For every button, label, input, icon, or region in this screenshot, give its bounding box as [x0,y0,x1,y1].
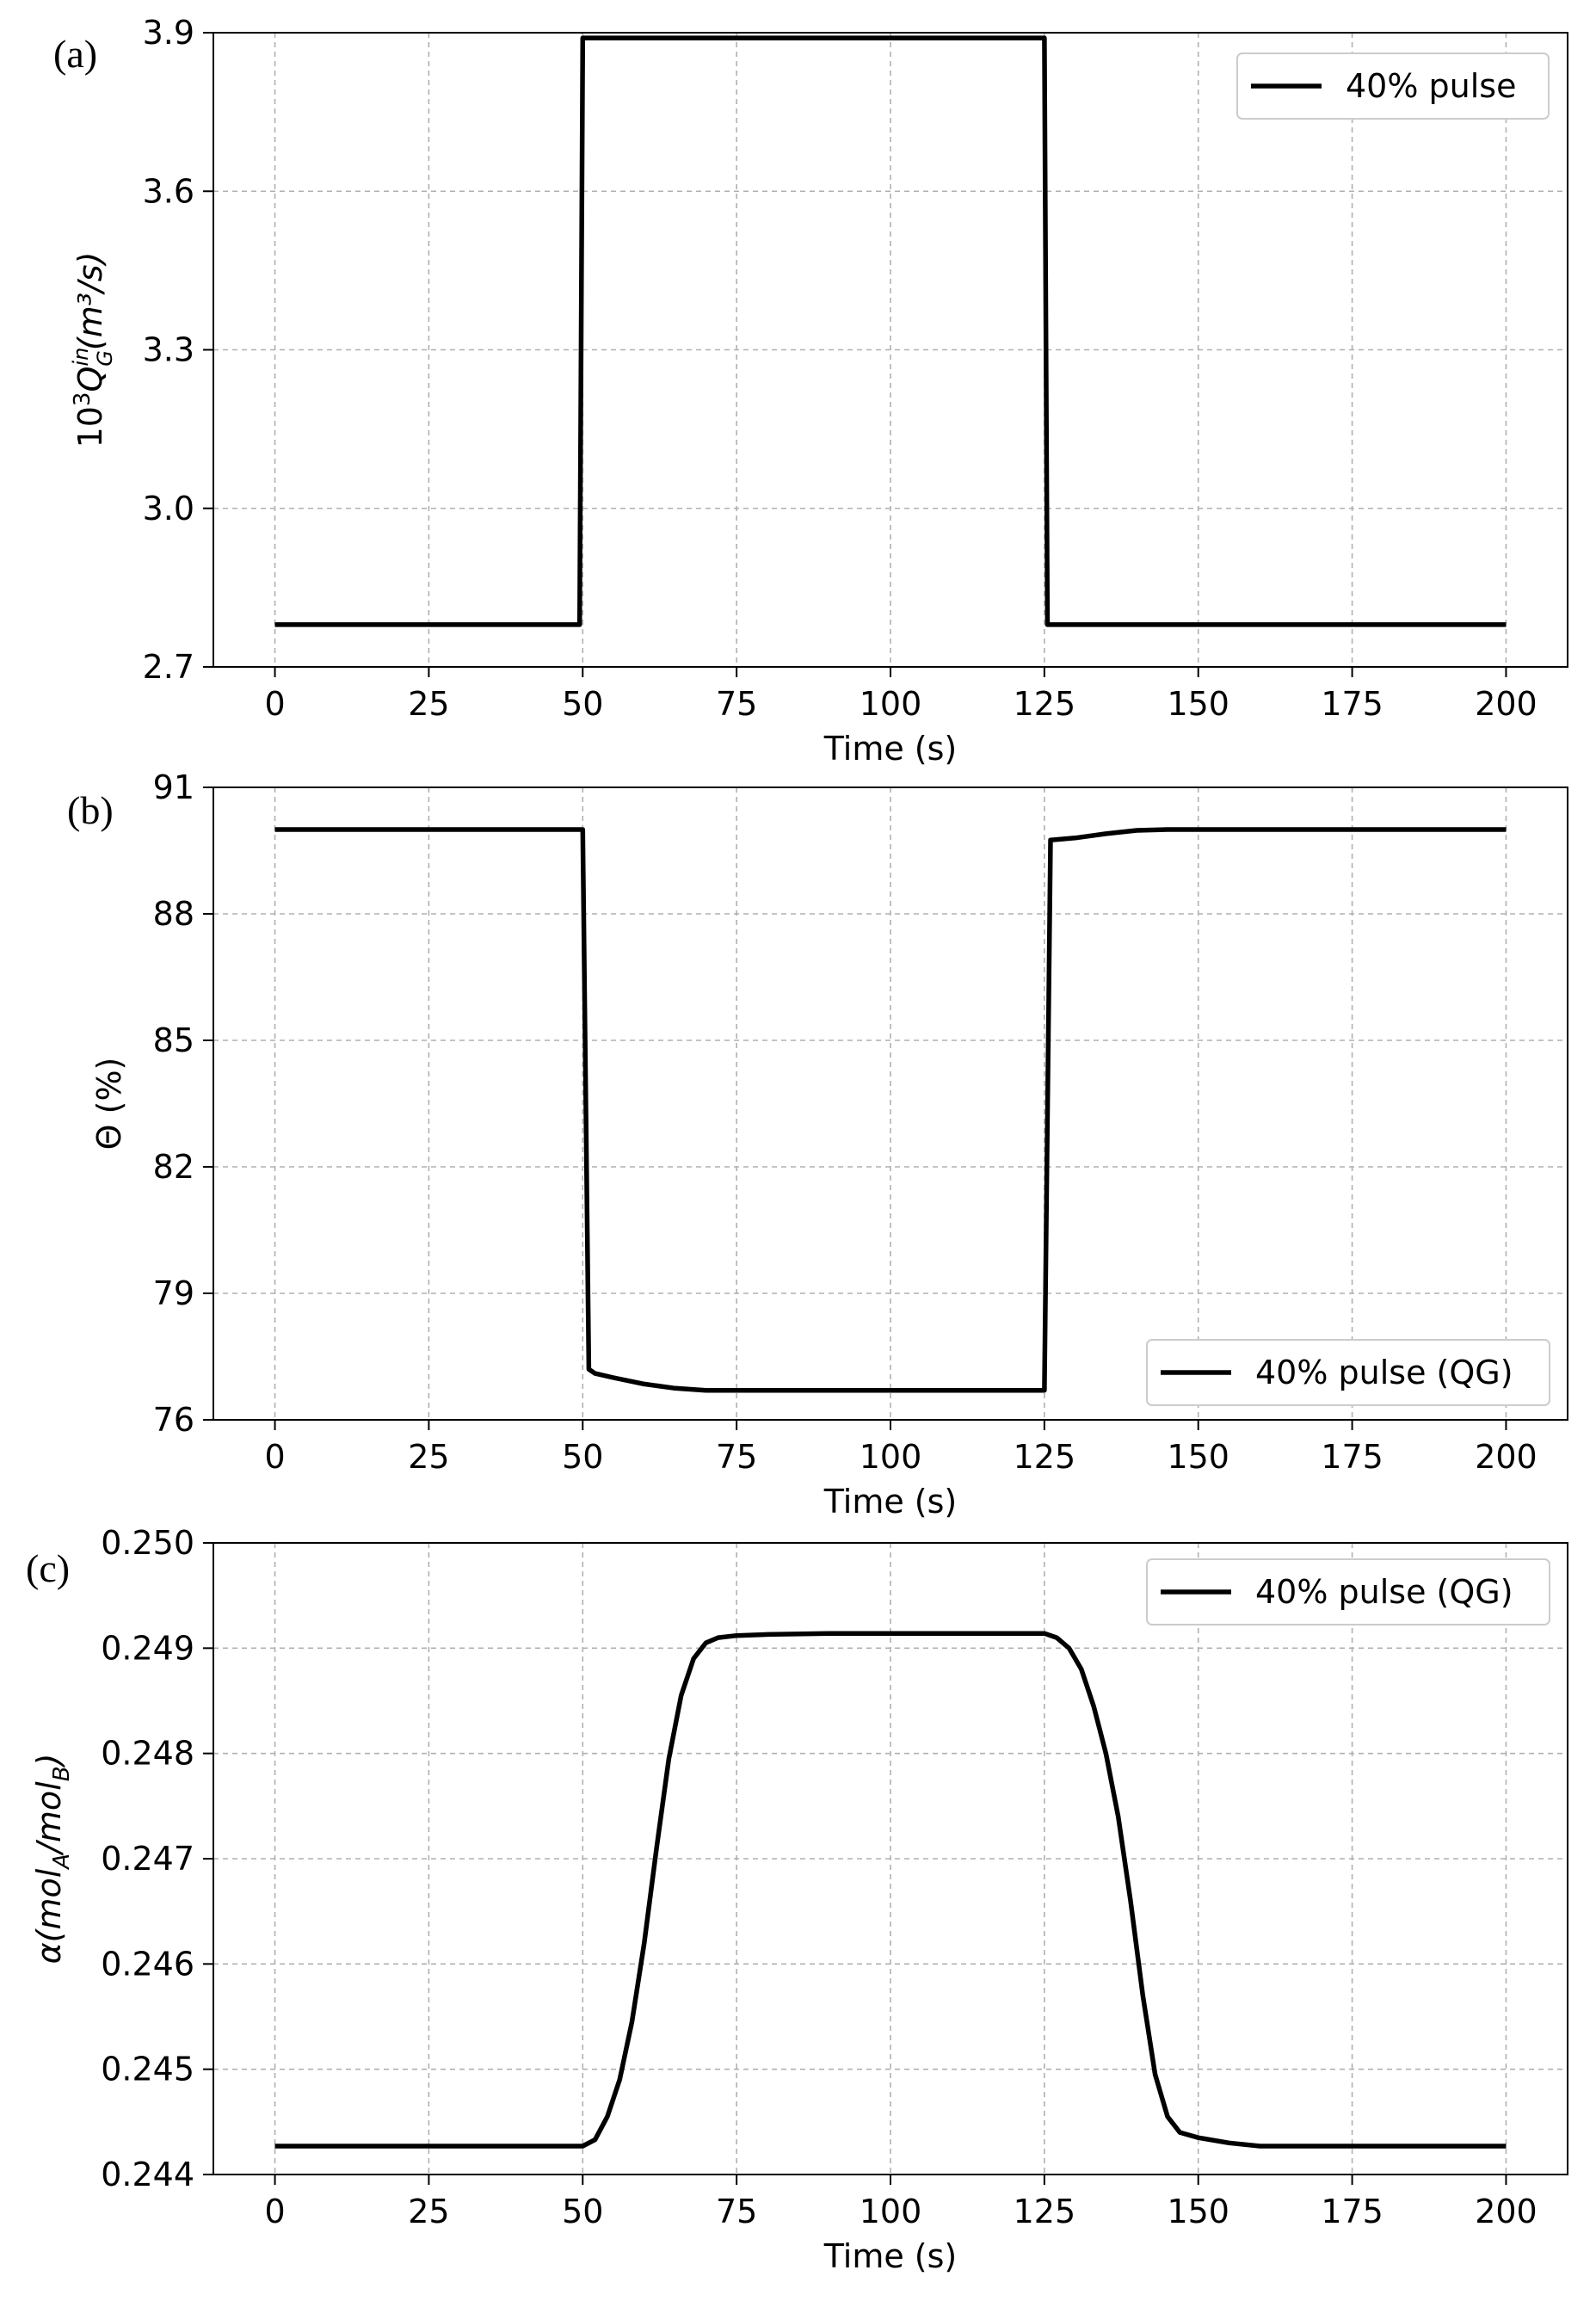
x-axis-title: Time (s) [823,730,958,768]
legend-label: 40% pulse [1346,67,1516,105]
legend: 40% pulse (QG) [1146,1339,1550,1406]
y-tick-label: 88 [153,895,194,933]
legend-box [1146,1339,1550,1406]
x-tick-label: 200 [1475,1438,1537,1476]
y-tick-label: 0.244 [101,2156,194,2193]
y-tick-label: 0.247 [101,1840,194,1878]
panel-label: (b) [67,788,114,832]
y-axis-title: Θ (%) [90,1058,128,1150]
y-tick-label: 82 [153,1148,194,1186]
legend-box [1236,52,1550,120]
panel-a: 0 25 50 75 100 125 150 175 200 2.7 3.0 3.3 3.6 3.9 Tim… [53,14,1568,768]
x-tick-label: 50 [562,2193,603,2230]
y-tick-label: 0.248 [101,1735,194,1773]
y-axis-title: α(molA/molB) [30,1754,75,1965]
y-tick-label: 3.6 [143,172,194,210]
x-tick-label: 150 [1167,2193,1229,2230]
panel-label: (c) [26,1546,70,1590]
x-tick-label: 175 [1321,2193,1383,2230]
x-tick-label: 100 [860,2193,922,2230]
x-tick-label: 75 [716,2193,757,2230]
x-tick-label: 125 [1014,2193,1076,2230]
x-tick-label: 25 [408,2193,449,2230]
x-tick-label: 0 [264,1438,285,1476]
legend: 40% pulse (QG) [1146,1558,1550,1626]
x-tick-label: 150 [1167,1438,1229,1476]
x-tick-label: 0 [264,2193,285,2230]
x-tick-label: 25 [408,1438,449,1476]
y-tick-label: 0.246 [101,1945,194,1983]
series-line [274,827,1507,1393]
y-axis-title: 103QinG(m³/s) [69,252,117,448]
y-tick-label: 79 [153,1274,194,1312]
x-axis-title: Time (s) [823,1483,958,1521]
y-tick-label: 91 [153,768,194,806]
x-tick-label: 125 [1014,685,1076,723]
x-axis-title: Time (s) [823,2237,958,2275]
legend-label: 40% pulse (QG) [1255,1354,1513,1391]
x-tick-label: 200 [1475,2193,1537,2230]
y-tick-label: 3.9 [143,14,194,52]
series-line [274,35,1507,627]
x-tick-label: 150 [1167,685,1229,723]
x-tick-label: 200 [1475,685,1537,723]
legend: 40% pulse [1236,52,1550,120]
x-tick-label: 100 [860,685,922,723]
y-tick-label: 0.250 [101,1524,194,1562]
x-tick-label: 100 [860,1438,922,1476]
y-tick-label: 0.249 [101,1629,194,1667]
panel-b: 0 25 50 75 100 125 150 175 200 76 79 82 85 88 91 Time (… [67,768,1568,1521]
panel-c: 0 25 50 75 100 125 150 175 200 0.244 0.245 0.246 0.2… [26,1524,1568,2275]
y-tick-label: 3.0 [143,490,194,527]
x-tick-label: 50 [562,685,603,723]
x-tick-label: 125 [1014,1438,1076,1476]
x-tick-label: 25 [408,685,449,723]
x-tick-label: 50 [562,1438,603,1476]
x-tick-label: 75 [716,685,757,723]
x-tick-label: 175 [1321,1438,1383,1476]
panel-label: (a) [53,32,97,76]
y-tick-label: 76 [153,1401,194,1439]
y-tick-label: 2.7 [143,648,194,686]
x-tick-label: 0 [264,685,285,723]
y-tick-label: 0.245 [101,2051,194,2088]
y-tick-label: 3.3 [143,331,194,369]
x-tick-label: 75 [716,1438,757,1476]
legend-box [1146,1558,1550,1626]
legend-label: 40% pulse (QG) [1255,1573,1513,1611]
series-line [274,1631,1507,2149]
x-tick-label: 175 [1321,685,1383,723]
y-tick-label: 85 [153,1021,194,1059]
